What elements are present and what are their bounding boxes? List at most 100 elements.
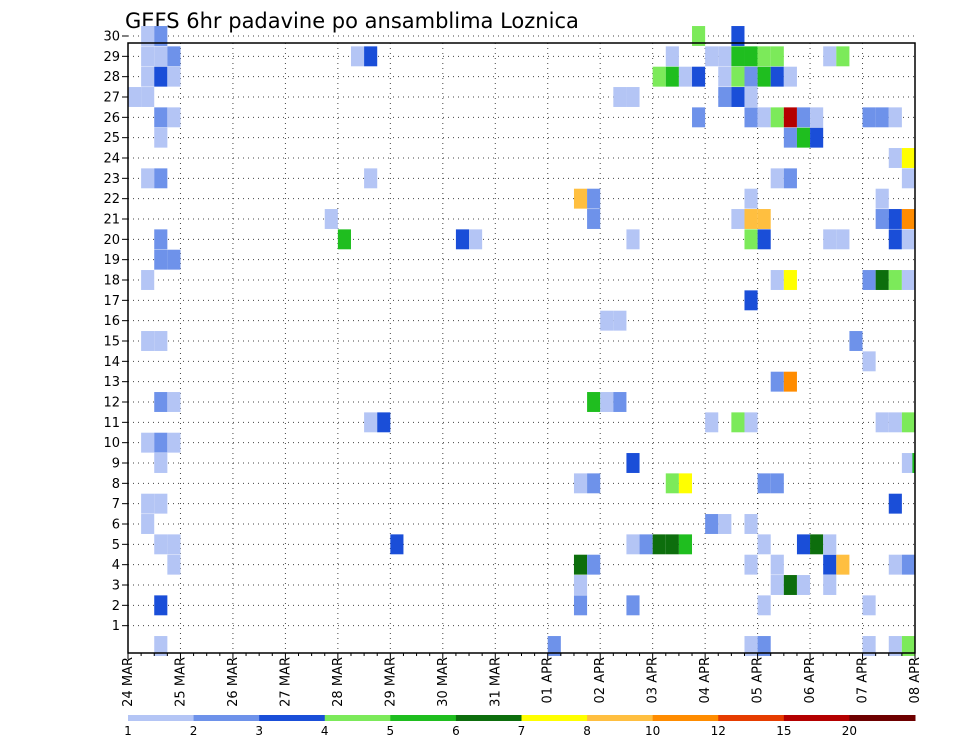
precip-cell — [770, 46, 784, 67]
precip-cell — [796, 127, 811, 148]
colorbar-swatch — [521, 715, 588, 721]
precip-cell — [141, 432, 155, 453]
precip-cell — [770, 371, 784, 392]
precip-cell — [888, 229, 902, 250]
precip-cell — [744, 229, 758, 250]
precip-cell — [626, 229, 640, 250]
colorbar-swatch — [783, 715, 850, 721]
colorbar-swatch — [324, 715, 391, 721]
precip-cell — [587, 188, 601, 209]
colorbar-swatch — [390, 715, 457, 721]
precip-cell — [573, 575, 588, 595]
precip-cell — [862, 107, 876, 128]
precip-cell — [167, 107, 181, 128]
y-tick-label: 21 — [103, 213, 120, 228]
precip-cell — [573, 595, 588, 616]
precip-cell — [836, 229, 850, 250]
x-tick-label: 31 MAR — [488, 657, 503, 707]
y-tick-label: 28 — [103, 70, 120, 85]
precip-cell — [141, 26, 155, 46]
colorbar-label: 10 — [645, 724, 660, 738]
y-tick-label: 18 — [103, 274, 120, 289]
precip-cell — [587, 473, 601, 494]
precip-cell — [770, 270, 784, 290]
precip-cell — [154, 432, 168, 453]
precip-cell — [377, 412, 391, 433]
y-tick-label: 25 — [103, 131, 120, 146]
precip-cell — [141, 514, 155, 534]
precip-cell — [757, 229, 771, 250]
precip-cell — [154, 534, 168, 555]
precip-cell — [731, 46, 745, 67]
precip-cell — [783, 371, 797, 392]
precip-cell — [154, 229, 168, 250]
precip-cell — [573, 554, 588, 575]
colorbar-swatch — [718, 715, 785, 721]
precip-cell — [573, 473, 588, 494]
x-tick-label: 24 MAR — [121, 657, 136, 707]
x-tick-label: 25 MAR — [173, 657, 188, 707]
precip-cell — [757, 636, 771, 656]
precip-cell — [141, 331, 155, 351]
precip-cell — [678, 534, 693, 555]
precip-cell — [744, 66, 758, 87]
y-tick-label: 7 — [112, 497, 120, 512]
precip-cell — [154, 107, 168, 128]
precip-cell — [364, 46, 378, 67]
precip-cell — [757, 209, 771, 229]
colorbar-swatch — [587, 715, 654, 721]
precip-cell — [901, 453, 915, 473]
y-tick-label: 27 — [103, 91, 120, 106]
y-tick-label: 4 — [112, 558, 120, 573]
chart-title: GEFS 6hr padavine po ansamblima Loznica — [125, 9, 579, 33]
precip-cell — [744, 412, 758, 433]
precip-cell — [350, 46, 365, 67]
precip-cell — [600, 310, 614, 331]
precip-cell — [626, 595, 640, 616]
precip-cell — [862, 636, 876, 656]
colorbar-swatch — [652, 715, 719, 721]
precip-cell — [796, 575, 811, 595]
colorbar-swatch — [455, 715, 522, 721]
precip-cell — [744, 209, 758, 229]
x-tick-label: 28 MAR — [331, 657, 346, 707]
precip-cell — [587, 209, 601, 229]
precip-cell — [613, 310, 627, 331]
colorbar-label: 20 — [842, 724, 857, 738]
precip-cell — [154, 46, 168, 67]
precip-cell — [692, 66, 706, 87]
colorbar-label: 8 — [583, 724, 591, 738]
precip-cell — [626, 453, 640, 473]
y-tick-label: 17 — [103, 294, 120, 309]
precip-cell — [455, 229, 470, 250]
precip-cell — [783, 270, 797, 290]
precip-cell — [875, 107, 889, 128]
colorbar-swatch — [849, 715, 916, 721]
y-axis-ticks: 1234567891011121314151617181920212223242… — [103, 30, 128, 634]
y-tick-label: 14 — [103, 355, 120, 370]
precip-cell — [626, 87, 640, 107]
precip-cell — [665, 534, 679, 555]
precip-cell — [823, 534, 837, 555]
y-tick-label: 13 — [103, 375, 120, 390]
x-tick-label: 07 APR — [856, 657, 871, 703]
colorbar: 1 2 3 4 5 6 7 8 10 12 15 20 — [124, 715, 916, 738]
precip-cell — [469, 229, 483, 250]
precip-cell — [587, 392, 601, 412]
y-tick-label: 8 — [112, 477, 120, 492]
precip-cell — [849, 331, 863, 351]
precip-cell — [154, 453, 168, 473]
precip-cell — [783, 575, 797, 595]
precip-cell — [901, 148, 915, 168]
colorbar-label: 2 — [190, 724, 198, 738]
precip-cell — [324, 209, 338, 229]
precip-cell — [167, 534, 181, 555]
precip-cell — [744, 107, 758, 128]
y-tick-label: 1 — [112, 619, 120, 634]
precip-cell — [901, 209, 915, 229]
precip-cell — [167, 392, 181, 412]
precip-cell — [718, 87, 732, 107]
precip-cell — [652, 534, 666, 555]
precip-cell — [823, 229, 837, 250]
